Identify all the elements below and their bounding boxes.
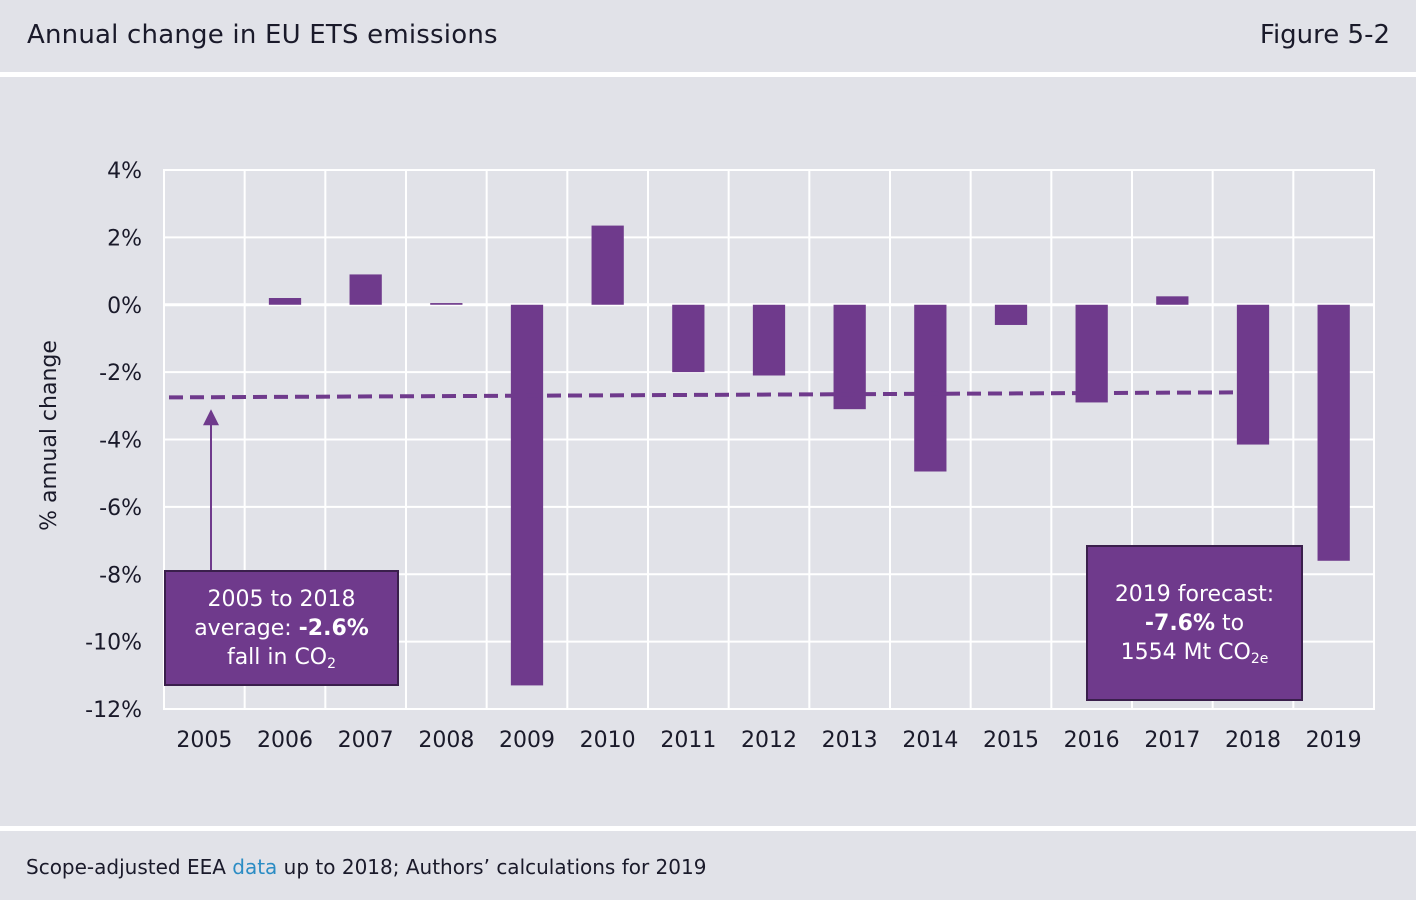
bar-2015 (994, 304, 1028, 325)
bar-2009 (510, 304, 544, 686)
x-tick-label: 2015 (983, 728, 1039, 753)
x-tick-label: 2006 (257, 728, 313, 753)
x-tick-label: 2011 (660, 728, 716, 753)
forecast-annotation-box: 2019 forecast: -7.6% to 1554 Mt CO2e (1086, 545, 1303, 701)
y-tick-label: -2% (99, 361, 142, 386)
x-tick-label: 2013 (822, 728, 878, 753)
y-tick-label: -4% (99, 429, 142, 454)
x-tick-label: 2018 (1225, 728, 1281, 753)
average-line (168, 390, 1244, 400)
bar-2006 (268, 298, 302, 305)
y-tick-label: -6% (99, 496, 142, 521)
footer-source: Scope-adjusted EEA data up to 2018; Auth… (26, 855, 706, 879)
bar-2017 (1156, 296, 1189, 305)
x-tick-label: 2014 (902, 728, 958, 753)
average-annotation-line1: 2005 to 2018 (207, 587, 356, 612)
bar-2010 (591, 225, 624, 305)
x-tick-label: 2009 (499, 728, 555, 753)
x-tick-label: 2016 (1064, 728, 1120, 753)
average-arrow-head (203, 409, 219, 426)
average-annotation-line2a: average: (194, 616, 299, 641)
data-link[interactable]: data (232, 855, 278, 879)
average-annotation-value: -2.6% (298, 616, 369, 641)
y-tick-label: 0% (107, 294, 142, 319)
x-tick-label: 2017 (1144, 728, 1200, 753)
y-tick-label: -12% (85, 698, 142, 723)
bar-2011 (672, 304, 705, 373)
bar-2016 (1075, 304, 1108, 403)
y-tick-label: 4% (107, 159, 142, 184)
x-tick-label: 2008 (418, 728, 474, 753)
average-annotation-line3: fall in CO (226, 645, 328, 670)
bar-2008 (430, 303, 463, 305)
average-annotation-box: 2005 to 2018 average: -2.6% fall in CO2 (164, 570, 399, 686)
figure-number: Figure 5-2 (1259, 20, 1390, 50)
x-tick-label: 2010 (580, 728, 636, 753)
chart-title: Annual change in EU ETS emissions (27, 20, 498, 50)
bar-2018 (1236, 304, 1270, 445)
forecast-annotation-sub: 2e (1250, 651, 1269, 667)
footer-divider (0, 826, 1416, 831)
bar-2012 (752, 304, 786, 376)
bar-2019 (1317, 304, 1350, 561)
forecast-annotation-line3: 1554 Mt CO (1120, 640, 1251, 665)
chart-area: 4% 2% 0% -2% -4% -6% -8% -10% -12% 2005 2006 2007 20… (0, 77, 1416, 826)
y-tick-label: 2% (107, 226, 142, 251)
forecast-annotation-value: -7.6% (1144, 611, 1216, 636)
bar-chart: 4% 2% 0% -2% -4% -6% -8% -10% -12% 2005 2006 2007 20… (37, 159, 1375, 753)
bar-2014 (914, 304, 947, 472)
y-tick-label: -10% (85, 631, 142, 656)
chart-header: Annual change in EU ETS emissions Figure… (0, 0, 1416, 72)
average-annotation-sub: 2 (327, 656, 337, 672)
forecast-annotation-line2: to (1215, 611, 1245, 636)
footer-prefix: Scope-adjusted EEA (26, 855, 233, 879)
y-tick-label: -8% (99, 563, 142, 588)
bar-2013 (833, 304, 866, 410)
x-tick-label: 2012 (741, 728, 797, 753)
bar-2007 (349, 274, 382, 305)
y-axis-label: % annual change (37, 340, 62, 531)
forecast-annotation-line1: 2019 forecast: (1114, 582, 1275, 607)
x-tick-label: 2005 (176, 728, 232, 753)
x-tick-label: 2007 (338, 728, 394, 753)
x-tick-label: 2019 (1306, 728, 1362, 753)
footer-suffix: up to 2018; Authors’ calculations for 20… (277, 855, 707, 879)
header-divider (0, 72, 1416, 77)
